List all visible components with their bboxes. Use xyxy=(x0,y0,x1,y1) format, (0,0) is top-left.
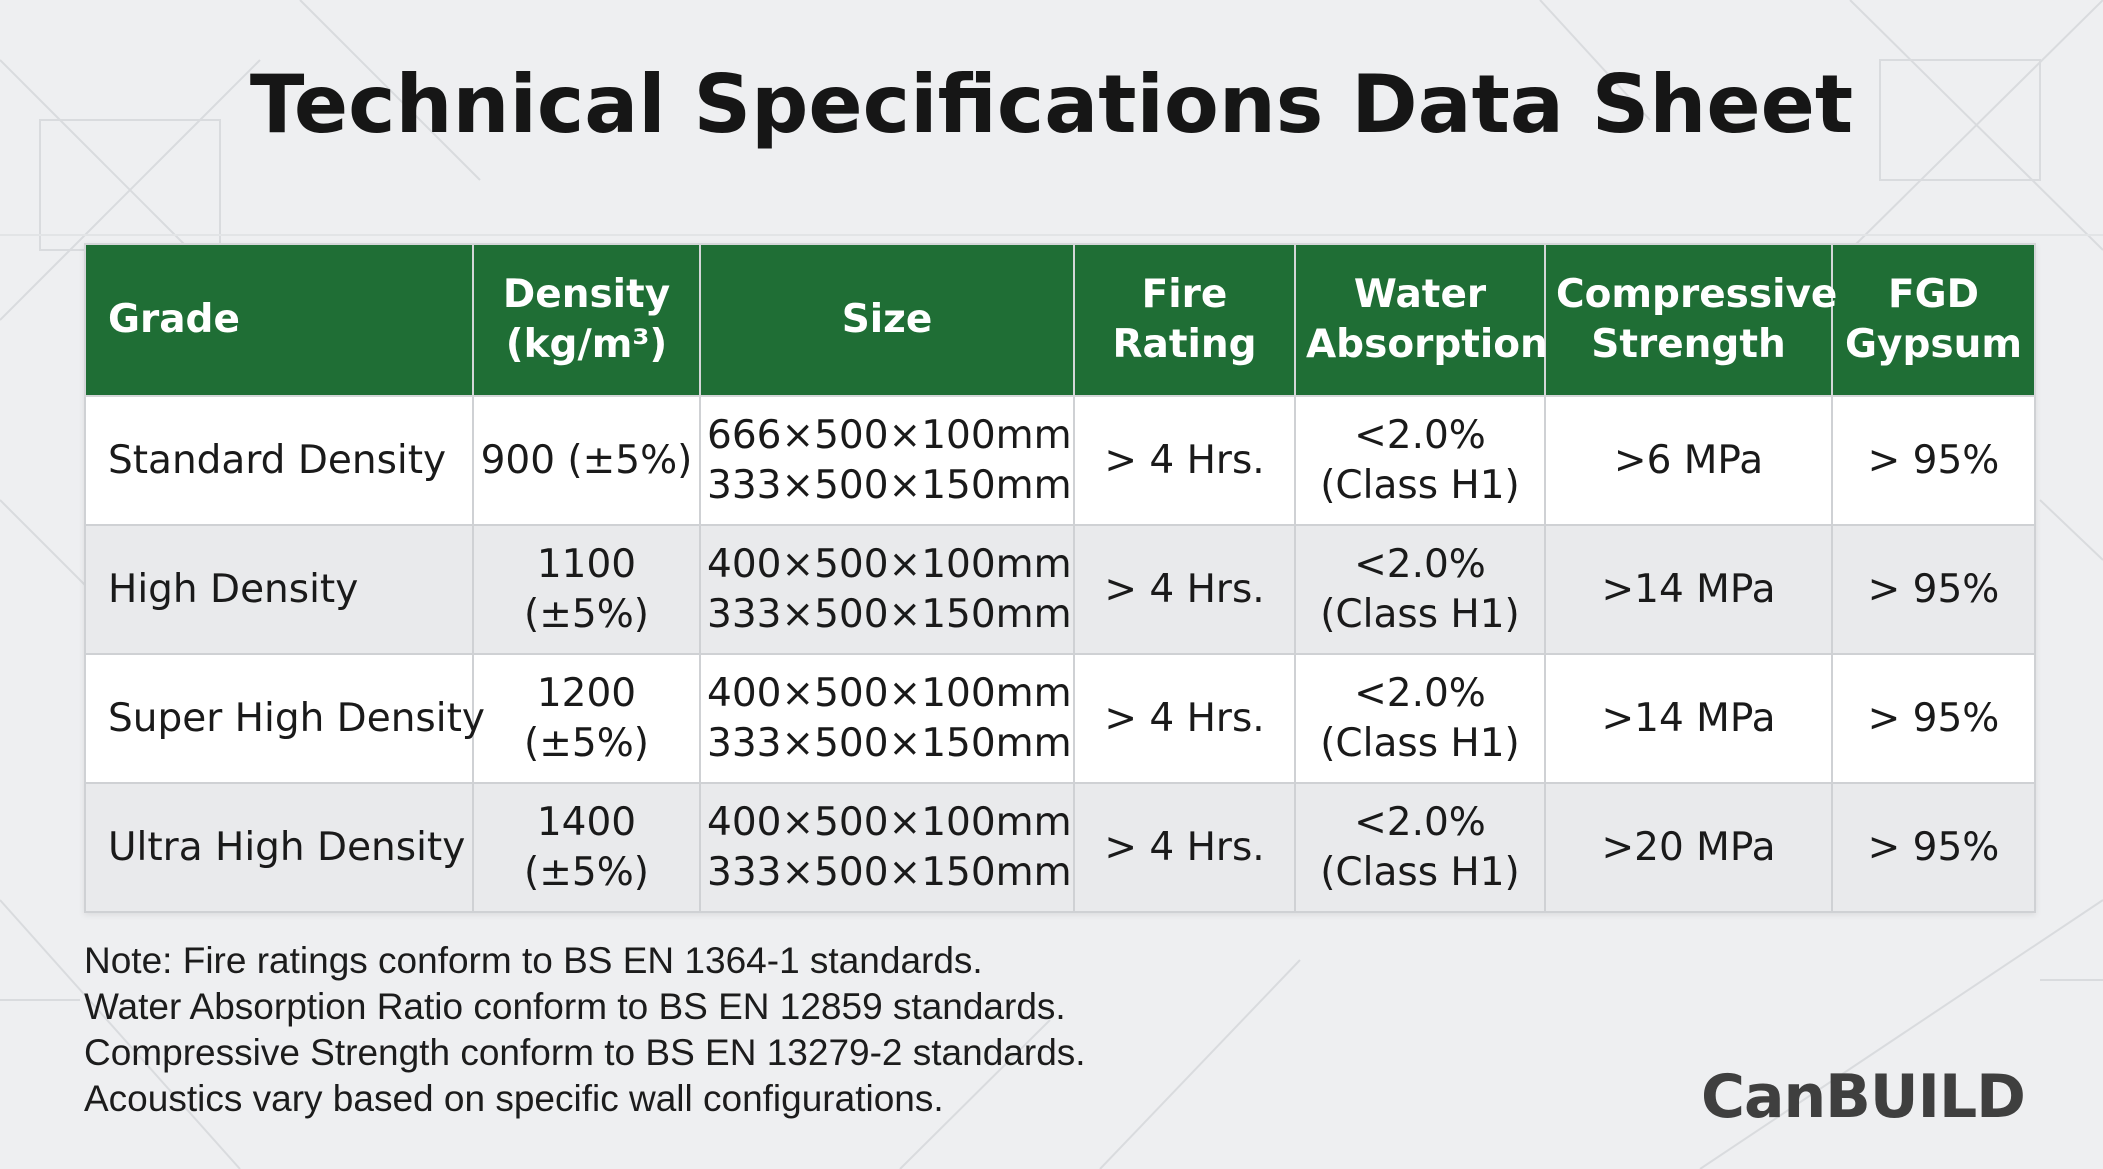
header-fgd-gypsum: FGD Gypsum xyxy=(1831,243,2036,397)
notes: Note: Fire ratings conform to BS EN 1364… xyxy=(84,938,1086,1122)
note-line: Water Absorption Ratio conform to BS EN … xyxy=(84,986,1066,1027)
header-water-absorption: Water Absorption xyxy=(1294,243,1548,397)
header-size: Size xyxy=(699,243,1075,397)
spec-table: Grade Density (kg/m³) Size Fire Rating W… xyxy=(84,243,2036,913)
cell-fgd-gypsum: > 95% xyxy=(1831,395,2036,526)
cell-fgd-gypsum: > 95% xyxy=(1831,653,2036,784)
cell-grade: Super High Density xyxy=(84,653,485,784)
cell-fire-rating: > 4 Hrs. xyxy=(1073,653,1296,784)
page-title: Technical Specifications Data Sheet xyxy=(249,58,1854,151)
note-line: Note: Fire ratings conform to BS EN 1364… xyxy=(84,940,983,981)
table-row: Standard Density 900 (±5%) 666×500×100mm… xyxy=(84,395,2036,526)
header-grade: Grade xyxy=(84,243,474,397)
cell-compressive-strength: >14 MPa xyxy=(1544,653,1833,784)
table-header-row: Grade Density (kg/m³) Size Fire Rating W… xyxy=(84,243,2036,397)
brand-logo: CanBUILD xyxy=(1700,1062,2026,1132)
cell-fire-rating: > 4 Hrs. xyxy=(1073,782,1296,913)
cell-fire-rating: > 4 Hrs. xyxy=(1073,524,1296,655)
cell-size: 666×500×100mm 333×500×150mm xyxy=(699,395,1075,526)
header-fire-rating: Fire Rating xyxy=(1073,243,1296,397)
cell-fire-rating: > 4 Hrs. xyxy=(1073,395,1296,526)
cell-grade: Ultra High Density xyxy=(84,782,474,913)
cell-grade: High Density xyxy=(84,524,474,655)
table-row: Super High Density 1200 (±5%) 400×500×10… xyxy=(84,653,2036,784)
cell-size: 400×500×100mm 333×500×150mm xyxy=(699,653,1075,784)
table-row: Ultra High Density 1400 (±5%) 400×500×10… xyxy=(84,782,2036,913)
note-line: Acoustics vary based on specific wall co… xyxy=(84,1078,944,1119)
header-compressive-strength: Compressive Strength xyxy=(1544,243,1837,397)
table-row: High Density 1100 (±5%) 400×500×100mm 33… xyxy=(84,524,2036,655)
cell-density: 1400 (±5%) xyxy=(472,782,701,913)
cell-grade: Standard Density xyxy=(84,395,474,526)
cell-compressive-strength: >20 MPa xyxy=(1544,782,1833,913)
cell-density: 900 (±5%) xyxy=(472,395,701,526)
cell-density: 1200 (±5%) xyxy=(472,653,701,784)
cell-water-absorption: <2.0% (Class H1) xyxy=(1294,653,1546,784)
cell-fgd-gypsum: > 95% xyxy=(1831,782,2036,913)
cell-density: 1100 (±5%) xyxy=(472,524,701,655)
cell-water-absorption: <2.0% (Class H1) xyxy=(1294,395,1546,526)
cell-compressive-strength: >14 MPa xyxy=(1544,524,1833,655)
cell-size: 400×500×100mm 333×500×150mm xyxy=(699,524,1075,655)
cell-compressive-strength: >6 MPa xyxy=(1544,395,1833,526)
cell-fgd-gypsum: > 95% xyxy=(1831,524,2036,655)
cell-size: 400×500×100mm 333×500×150mm xyxy=(699,782,1075,913)
note-line: Compressive Strength conform to BS EN 13… xyxy=(84,1032,1086,1073)
cell-water-absorption: <2.0% (Class H1) xyxy=(1294,782,1546,913)
cell-water-absorption: <2.0% (Class H1) xyxy=(1294,524,1546,655)
header-density: Density (kg/m³) xyxy=(472,243,701,397)
